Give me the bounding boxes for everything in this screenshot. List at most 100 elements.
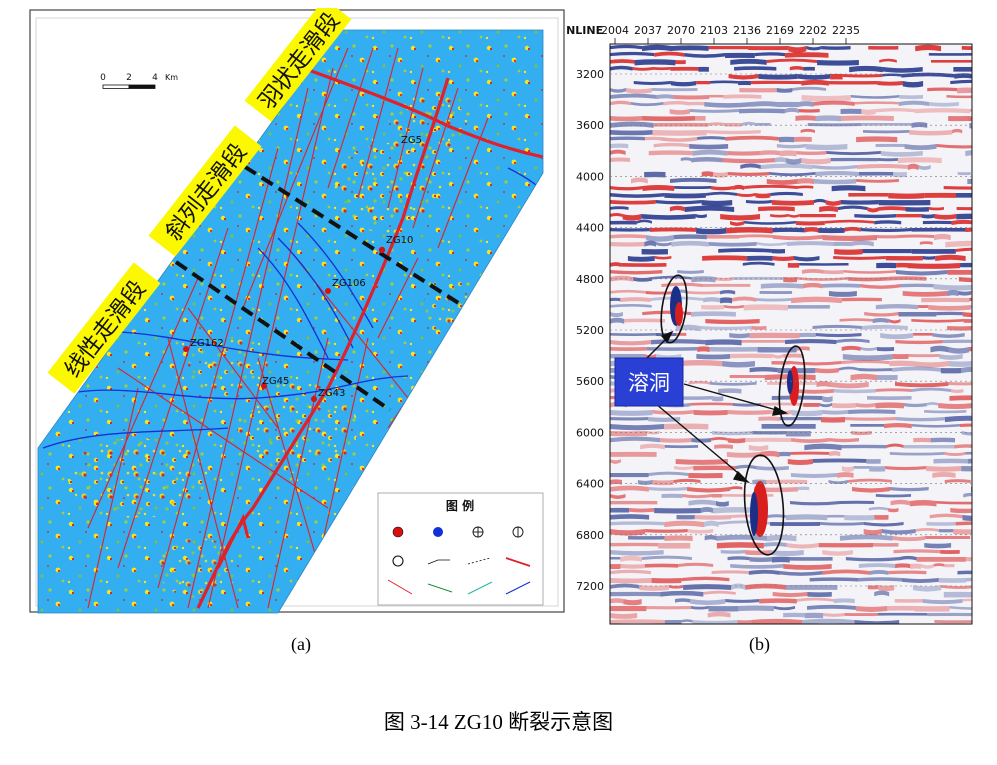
reflection-stripe — [818, 543, 874, 548]
reflection-stripe — [711, 570, 749, 575]
reflection-stripe — [769, 172, 816, 177]
inline-tick-label: 2037 — [634, 24, 662, 37]
reflection-stripe — [829, 438, 860, 443]
reflection-stripe — [866, 459, 881, 464]
reflection-stripe — [950, 79, 972, 85]
reflection-stripe — [858, 577, 902, 582]
reflection-stripe — [696, 228, 727, 235]
well-zg106: ZG106 — [325, 278, 366, 294]
reflection-stripe — [876, 347, 895, 352]
reflection-stripe — [867, 207, 880, 213]
reflection-stripe — [904, 403, 927, 408]
reflection-stripe — [841, 466, 854, 472]
reflection-stripe — [779, 416, 821, 421]
reflection-stripe — [690, 599, 726, 606]
reflection-stripe — [913, 437, 931, 443]
reflection-stripe — [875, 388, 911, 392]
svg-text:ZG43: ZG43 — [318, 388, 345, 399]
reflection-stripe — [948, 382, 972, 386]
reflection-stripe — [658, 542, 691, 549]
reflection-stripe — [886, 443, 904, 448]
reflection-stripe — [647, 431, 660, 435]
reflection-stripe — [716, 501, 729, 507]
reflection-stripe — [695, 214, 707, 219]
reflection-stripe — [863, 522, 904, 527]
reflection-stripe — [889, 487, 929, 492]
reflection-stripe — [610, 242, 645, 247]
depth-axis: 3200 3600 4000 4400 4800 5200 5600 6000 6400 6800… — [576, 68, 972, 593]
reflection-stripe — [956, 207, 972, 211]
reflection-stripe — [912, 585, 942, 592]
reflection-stripe — [953, 66, 972, 72]
reflection-stripe — [925, 535, 971, 540]
reflection-stripe — [790, 501, 840, 506]
reflection-stripe — [967, 178, 972, 184]
reflection-stripe — [828, 291, 857, 297]
reflection-stripe — [876, 262, 897, 269]
reflection-stripe — [758, 206, 795, 212]
reflection-stripe — [610, 297, 621, 302]
reflection-stripe — [908, 354, 940, 358]
reflection-stripe — [664, 445, 699, 449]
reflection-stripe — [949, 395, 972, 401]
reflection-stripe — [649, 227, 697, 232]
reflection-stripe — [861, 324, 908, 330]
reflection-stripe — [967, 116, 972, 122]
reflection-stripe — [681, 619, 693, 623]
reflection-stripe — [676, 515, 695, 520]
reflection-stripe — [875, 304, 919, 310]
depth-tick-label: 6400 — [576, 478, 604, 491]
reflection-stripe — [646, 347, 698, 351]
reflection-stripe — [706, 235, 740, 239]
reflection-stripe — [610, 317, 625, 324]
legend-second-fault-icon — [387, 579, 413, 595]
reflection-stripe — [889, 360, 912, 367]
reflection-stripe — [789, 66, 804, 71]
reflection-stripe — [822, 550, 854, 556]
reflection-stripe — [749, 557, 772, 563]
reflection-stripe — [788, 214, 800, 218]
reflection-stripe — [620, 555, 642, 562]
reflection-stripe — [627, 256, 655, 262]
reflection-stripe — [801, 158, 831, 165]
inline-tick-label: 2004 — [601, 24, 629, 37]
reflection-stripe — [794, 256, 820, 262]
reflection-stripe — [703, 590, 736, 595]
legend-blue-fault-icon — [505, 581, 531, 595]
reflection-stripe — [924, 543, 952, 549]
inline-tick-label: 2202 — [799, 24, 827, 37]
reflection-stripe — [771, 249, 786, 254]
reflection-stripe — [842, 354, 893, 361]
reflection-stripe — [789, 557, 833, 561]
reflection-stripe — [653, 142, 690, 148]
reflection-stripe — [610, 479, 622, 485]
reflection-stripe — [610, 436, 661, 443]
reflection-stripe — [818, 228, 845, 234]
reflection-stripe — [687, 487, 731, 493]
reflection-stripe — [610, 228, 650, 232]
reflection-stripe — [833, 389, 876, 394]
reflection-stripe — [610, 65, 633, 71]
reflection-stripe — [745, 437, 792, 442]
reflection-stripe — [610, 262, 622, 267]
reflection-stripe — [631, 102, 664, 107]
reflection-stripe — [854, 214, 897, 219]
reflection-stripe — [709, 94, 724, 98]
reflection-stripe — [875, 402, 905, 409]
reflection-stripe — [824, 219, 875, 224]
reflection-stripe — [711, 431, 753, 436]
reflection-stripe — [610, 485, 649, 492]
reflection-stripe — [610, 410, 653, 416]
reflection-stripe — [646, 235, 674, 242]
karst-label: 溶洞 — [614, 357, 684, 407]
north-splay-fault — [302, 66, 543, 160]
reflection-stripe — [815, 115, 842, 122]
reflection-stripe — [954, 73, 972, 79]
reflection-stripe — [692, 149, 728, 156]
reflection-stripe — [690, 109, 740, 113]
reflection-stripe — [889, 452, 945, 456]
reflection-stripe — [693, 410, 728, 416]
reflection-stripe — [796, 151, 827, 155]
reflection-stripe — [839, 500, 875, 505]
reflection-stripe — [684, 205, 735, 212]
